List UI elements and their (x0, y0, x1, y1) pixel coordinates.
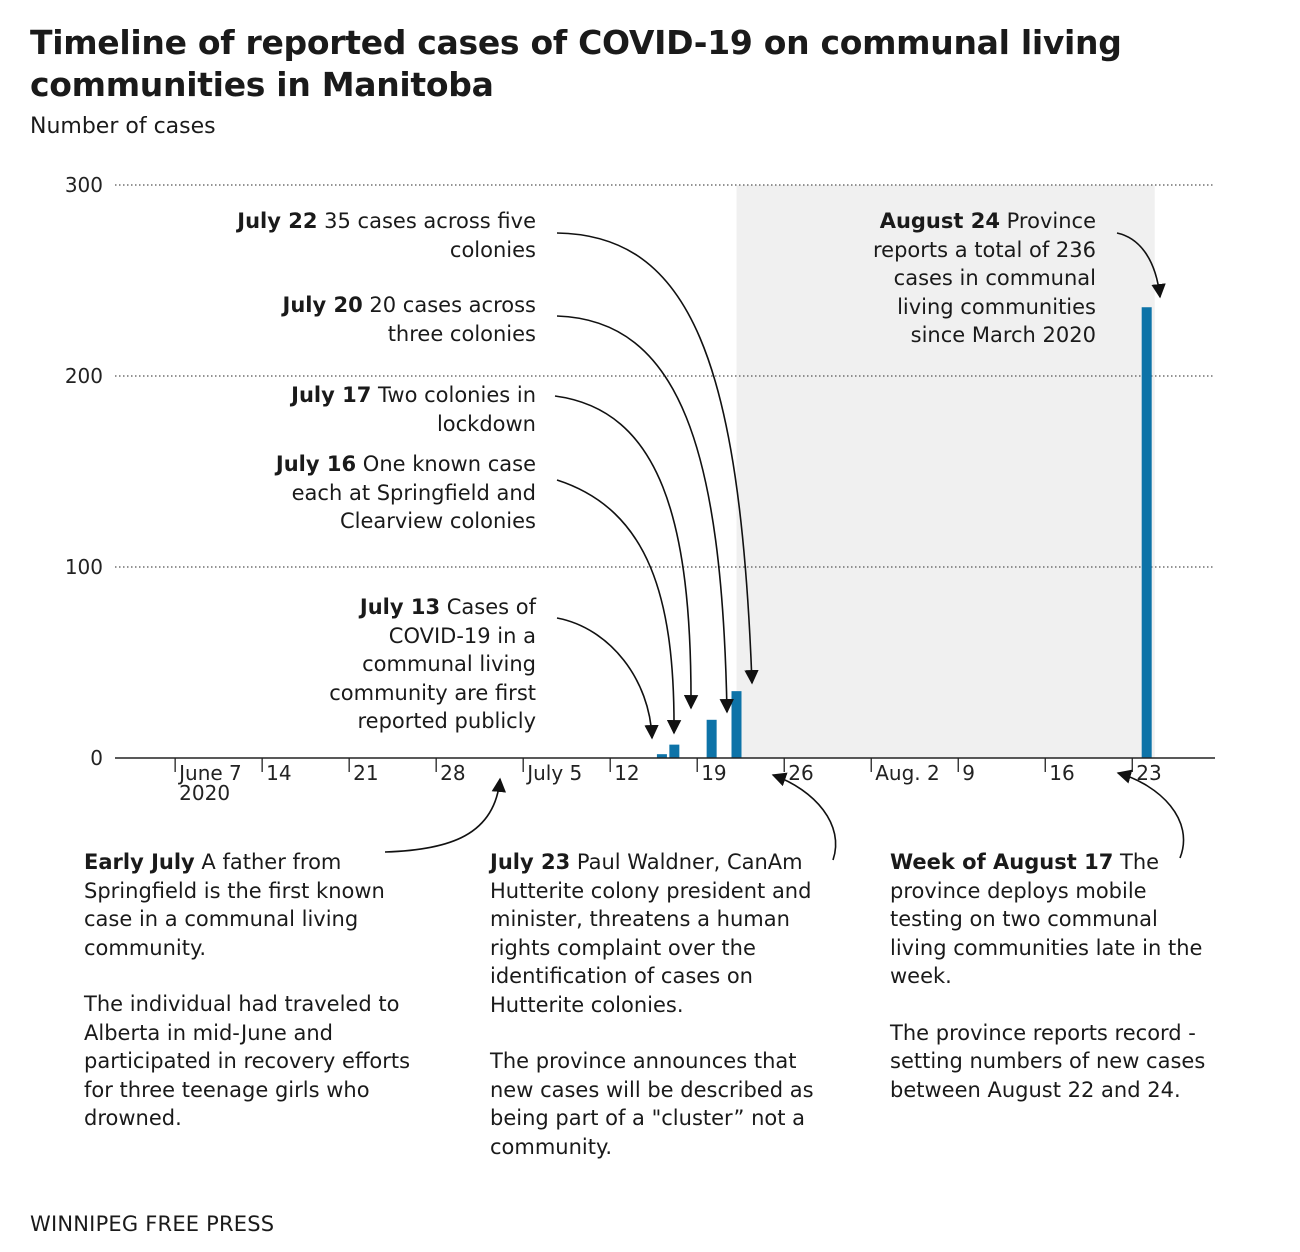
arrow-july22 (556, 232, 759, 685)
y-tick-label: 100 (65, 555, 103, 579)
shaded-period (736, 185, 1155, 758)
x-tick-label: July 5 (525, 761, 582, 785)
x-tick-label: 19 (701, 761, 726, 785)
bars (656, 307, 1152, 758)
source-credit: WINNIPEG FREE PRESS (30, 1212, 275, 1236)
x-tick-label: Aug. 2 (875, 761, 940, 785)
x-tick-label: June 7 (177, 761, 242, 785)
annotation-july17: July 17 Two colonies in lockdown (291, 383, 536, 436)
bar (656, 754, 667, 758)
y-axis-label: Number of cases (30, 114, 216, 139)
y-tick-label: 300 (65, 173, 103, 197)
x-tick-label: 14 (266, 761, 291, 785)
arrow-july13 (556, 617, 659, 740)
x-tick-label: 12 (614, 761, 639, 785)
x-tick-label: 28 (440, 761, 465, 785)
y-tick-label: 200 (65, 364, 103, 388)
annotation-july20: July 20 20 cases across three colonies (282, 293, 536, 346)
annotation-early-july: Early July A father from Springfield is … (84, 850, 411, 1130)
annotation-july13: July 13 Cases of COVID-19 in a communal … (329, 595, 536, 733)
chart-title: Timeline of reported cases of COVID-19 o… (30, 23, 1122, 104)
annotation-july23: July 23 Paul Waldner, CanAm Hutterite co… (490, 850, 814, 1159)
arrow-july20 (556, 315, 734, 714)
x-tick-sublabel: 2020 (179, 781, 230, 805)
x-tick-label: 26 (788, 761, 813, 785)
arrow-aug24 (1116, 232, 1166, 299)
annotation-aug24: August 24 Province reports a total of 23… (873, 209, 1096, 347)
x-tick-label: 21 (353, 761, 378, 785)
annotation-arrows (384, 232, 1185, 861)
x-tick-label: 16 (1049, 761, 1074, 785)
annotation-week-aug17: Week of August 17 The province deploys m… (890, 850, 1206, 1102)
y-tick-label: 0 (90, 746, 103, 770)
bar (669, 744, 680, 758)
arrow-july16 (556, 479, 682, 735)
bar (1141, 307, 1152, 758)
bar (731, 691, 742, 758)
annotation-july16: July 16 One known case each at Springfie… (275, 452, 536, 533)
bar (706, 719, 717, 758)
arrow-early-july (384, 777, 507, 853)
x-tick-label: 9 (962, 761, 975, 785)
annotation-july22: July 22 35 cases across five colonies (237, 209, 536, 262)
arrow-july23 (771, 772, 837, 861)
arrow-week-aug17 (1116, 769, 1185, 859)
arrow-july17 (554, 395, 699, 710)
gridlines: 0 100 200 300 (65, 173, 1215, 770)
